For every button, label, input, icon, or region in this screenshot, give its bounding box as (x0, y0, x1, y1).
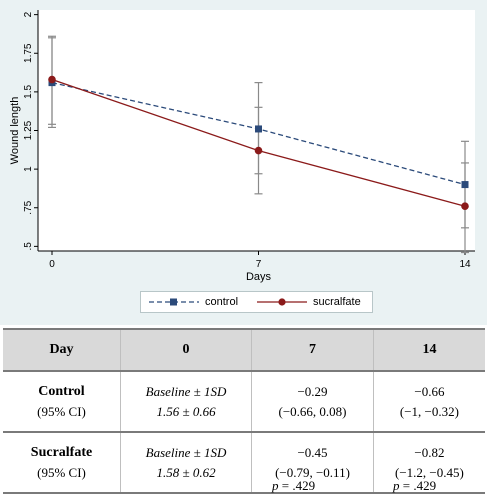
baseline-value: 1.56 ± 0.66 (156, 403, 216, 419)
row-label-control: Control (95% CI) (3, 371, 121, 433)
point-sucralfate (48, 75, 56, 84)
y-tick-label: 1.25 (23, 120, 34, 140)
p-value-day14: p = .429 (393, 478, 436, 494)
table-row-sucralfate: Sucralfate (95% CI) Baseline ± 1SD 1.58 … (3, 432, 485, 494)
y-tick-label: .75 (23, 200, 34, 214)
header-day-0: 0 (119, 328, 252, 372)
y-axis-title: Wound length (9, 97, 21, 165)
cell-day14-control: −0.66 (−1, −0.32) (372, 371, 485, 433)
point-sucralfate (461, 202, 469, 210)
p-symbol: p (272, 478, 279, 493)
legend-swatch-control (149, 298, 199, 306)
p-number: = .429 (278, 478, 316, 493)
cell-value: −0.66 (414, 383, 445, 399)
results-table: Day 0 7 14 Control (95% CI) Baseline ± 1… (3, 328, 485, 494)
row-label-sucralfate: Sucralfate (95% CI) (3, 432, 121, 494)
baseline-label: Baseline ± 1SD (145, 444, 227, 460)
x-tick-label: 0 (49, 259, 55, 270)
y-tick-label: 1.75 (23, 43, 34, 63)
y-tick-label: 1.5 (23, 84, 34, 98)
header-day-7: 7 (251, 328, 374, 372)
line-chart: .5 .75 1 1.25 1.5 1.75 2 0 7 14 Days Wound length (9, 10, 475, 283)
x-tick-label: 7 (256, 259, 262, 270)
cell-baseline-control: Baseline ± 1SD 1.56 ± 0.66 (119, 371, 252, 433)
header-day: Day (3, 328, 121, 372)
x-axis-title: Days (246, 271, 272, 283)
table-row-control: Control (95% CI) Baseline ± 1SD 1.56 ± 0… (3, 371, 485, 433)
cell-day7-control: −0.29 (−0.66, 0.08) (251, 371, 374, 433)
cell-ci: (−0.66, 0.08) (278, 403, 347, 419)
legend-item-sucralfate: sucralfate (257, 292, 361, 312)
header-day-14: 14 (372, 328, 485, 372)
cell-day14-sucralfate: −0.82 (−1.2, −0.45) (372, 432, 485, 494)
point-control (255, 125, 262, 133)
legend-swatch-sucralfate (257, 298, 307, 306)
cell-value: −0.82 (414, 444, 445, 460)
cell-baseline-sucralfate: Baseline ± 1SD 1.58 ± 0.62 (119, 432, 252, 494)
p-symbol: p (393, 478, 400, 493)
cell-value: −0.45 (297, 444, 328, 460)
legend-item-control: control (149, 292, 238, 312)
table-header-row: Day 0 7 14 (3, 328, 485, 372)
point-control (461, 181, 469, 189)
p-values: p = .429 p = .429 (0, 476, 487, 496)
x-tick-label: 14 (459, 259, 471, 270)
row-sub: (95% CI) (37, 403, 86, 419)
legend-label-control: control (205, 296, 239, 308)
legend: control sucralfate (140, 291, 373, 313)
p-value-day7: p = .429 (272, 478, 315, 494)
y-tick-label: 2 (23, 11, 34, 17)
cell-ci: (−0.79, −0.11) (275, 464, 350, 480)
point-sucralfate (254, 146, 263, 155)
baseline-label: Baseline ± 1SD (145, 383, 227, 399)
y-tick-label: .5 (23, 242, 34, 251)
legend-label-sucralfate: sucralfate (313, 296, 361, 308)
row-sub: (95% CI) (37, 464, 86, 480)
y-tick-label: 1 (23, 166, 34, 172)
p-number: = .429 (399, 478, 437, 493)
chart-panel: .5 .75 1 1.25 1.5 1.75 2 0 7 14 Days Wound length c… (0, 0, 487, 325)
cell-ci: (−1, −0.32) (399, 403, 459, 419)
cell-value: −0.29 (297, 383, 328, 399)
cell-ci: (−1.2, −0.45) (395, 464, 464, 480)
cell-day7-sucralfate: −0.45 (−0.79, −0.11) (251, 432, 374, 494)
row-name: Sucralfate (30, 444, 93, 460)
baseline-value: 1.58 ± 0.62 (156, 464, 216, 480)
row-name: Control (38, 383, 85, 399)
